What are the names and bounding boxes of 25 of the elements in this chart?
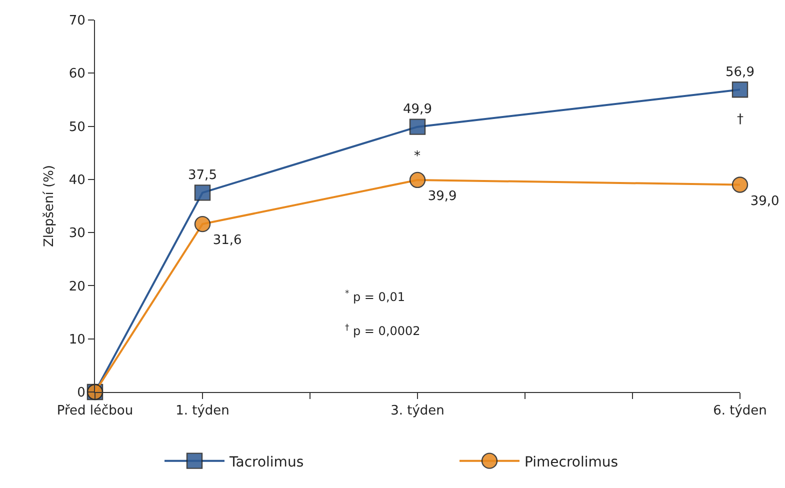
y-tick-label: 30 [68,226,86,242]
x-tick-label: 1. týden [176,404,230,419]
y-tick-label: 40 [68,172,86,188]
y-tick-label: 60 [68,66,86,82]
data-label: 31,6 [212,233,242,248]
y-axis-title: Zlepšení (%) [42,164,57,248]
legend-label: Tacrolimus [228,454,304,470]
legend-label: Pimecrolimus [524,454,618,470]
annotation: * [414,149,421,164]
y-tick-label: 50 [68,120,86,135]
y-tick-label: 10 [68,332,86,348]
annotation: $^{†}$ p = 0,0002 [345,322,420,338]
annotation: † [737,112,744,127]
x-tick-label: 6. týden [713,404,767,419]
x-tick-label: Před léčbou [56,404,134,419]
annotation: $^{*}$ p = 0,01 [345,288,406,304]
x-tick-label: 3. týden [390,404,444,419]
data-label: 37,5 [188,168,217,184]
data-label: 39,0 [750,194,780,209]
y-tick-label: 0 [77,386,86,401]
y-tick-label: 20 [68,279,86,294]
data-label: 39,9 [428,189,457,204]
data-label: 49,9 [403,102,432,118]
data-label: 56,9 [726,64,754,80]
y-tick-label: 70 [68,14,86,29]
